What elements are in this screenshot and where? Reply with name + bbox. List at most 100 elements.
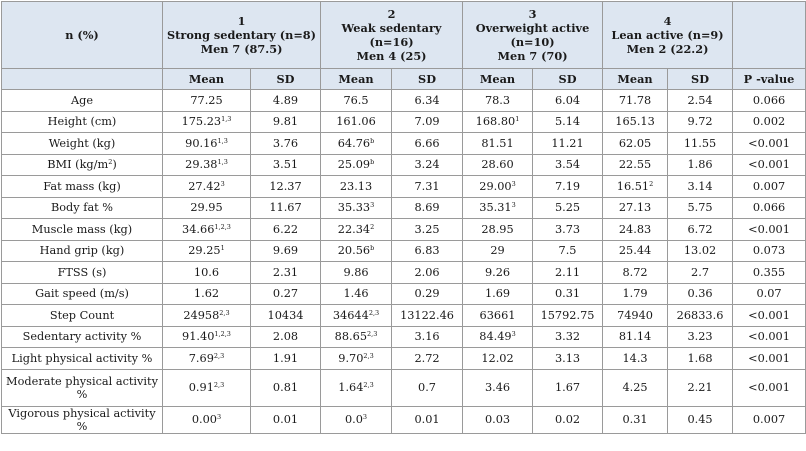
mean-cell: 1.46 <box>320 282 393 305</box>
p-value-cell: <0.001 <box>732 132 806 155</box>
sd-cell: 0.7 <box>391 368 464 407</box>
mean-cell: 29.251 <box>162 239 251 262</box>
mean-cell: 23.13 <box>320 175 393 198</box>
row-label: Fat mass (kg) <box>1 175 163 198</box>
p-value-cell: <0.001 <box>732 368 806 407</box>
sd-cell: 11.67 <box>249 196 322 219</box>
sd-cell: 9.69 <box>249 239 322 262</box>
sd-cell: 11.55 <box>667 132 734 155</box>
sd-cell: 3.24 <box>391 153 464 176</box>
sd-cell: 8.69 <box>391 196 464 219</box>
p-value-cell: 0.066 <box>732 89 806 112</box>
sd-cell: 3.14 <box>667 175 734 198</box>
sd-cell: 2.21 <box>667 368 734 407</box>
sd-cell: 2.7 <box>667 261 734 284</box>
p-value-cell: <0.001 <box>732 325 806 348</box>
mean-cell: 7.692,3 <box>162 347 251 370</box>
mean-cell: 3.46 <box>462 368 534 407</box>
mean-cell: 35.313 <box>462 196 534 219</box>
table-row: Body fat % 29.95 11.67 35.333 8.69 35.313 5.25… <box>1 196 806 219</box>
mean-cell: 0.912,3 <box>162 368 251 407</box>
mean-cell: 63661 <box>462 304 534 327</box>
sd-cell: 3.16 <box>391 325 464 348</box>
row-label: Moderate physical activity % <box>1 368 163 407</box>
p-value-cell: <0.001 <box>732 347 806 370</box>
mean-cell: 1.642,3 <box>320 368 393 407</box>
sd-cell: 0.01 <box>249 405 322 434</box>
table-row: Height (cm) 175.231,3 9.81 161.06 7.09 168.80… <box>1 110 806 133</box>
p-value-blank-header <box>732 1 806 69</box>
sd-cell: 13122.46 <box>391 304 464 327</box>
row-label: Vigorous physical activity % <box>1 405 163 434</box>
mean-cell: 1.62 <box>162 282 251 305</box>
mean-cell: 29.381,3 <box>162 153 251 176</box>
sd-cell: 10434 <box>249 304 322 327</box>
mean-cell: 12.02 <box>462 347 534 370</box>
table-row: Light physical activity % 7.692,3 1.91 9.70… <box>1 347 806 370</box>
table-row: Age 77.25 4.89 76.5 6.34 78.3 6.04 71.78 2.54 0.0… <box>1 89 806 112</box>
mean-cell: 1.79 <box>602 282 669 305</box>
mean-cell: 91.401,2,3 <box>162 325 251 348</box>
sd-cell: 7.09 <box>391 110 464 133</box>
group-header-row: n (%) 1 Strong sedentary (n=8) Men 7 (87… <box>1 1 806 69</box>
row-label: Body fat % <box>1 196 163 219</box>
row-label: Muscle mass (kg) <box>1 218 163 241</box>
sd-header: SD <box>391 68 464 90</box>
sd-cell: 6.72 <box>667 218 734 241</box>
mean-cell: 175.231,3 <box>162 110 251 133</box>
table-row: FTSS (s) 10.6 2.31 9.86 2.06 9.26 2.11 8.72 2.7 0… <box>1 261 806 284</box>
p-value-cell: <0.001 <box>732 153 806 176</box>
mean-cell: 0.31 <box>602 405 669 434</box>
sd-cell: 1.68 <box>667 347 734 370</box>
p-value-cell: <0.001 <box>732 304 806 327</box>
sd-cell: 4.89 <box>249 89 322 112</box>
group-3-header: 3 Overweight active (n=10) Men 7 (70) <box>462 1 604 69</box>
sd-cell: 6.66 <box>391 132 464 155</box>
sd-cell: 0.27 <box>249 282 322 305</box>
sd-cell: 1.67 <box>532 368 604 407</box>
p-value-cell: 0.007 <box>732 175 806 198</box>
p-value-cell: 0.007 <box>732 405 806 434</box>
sd-cell: 6.22 <box>249 218 322 241</box>
p-value-cell: 0.355 <box>732 261 806 284</box>
sd-cell: 9.72 <box>667 110 734 133</box>
table-row: Muscle mass (kg) 34.661,2,3 6.22 22.342 3.25… <box>1 218 806 241</box>
mean-cell: 8.72 <box>602 261 669 284</box>
sd-cell: 2.54 <box>667 89 734 112</box>
row-label: Sedentary activity % <box>1 325 163 348</box>
sd-cell: 9.81 <box>249 110 322 133</box>
mean-cell: 20.56b <box>320 239 393 262</box>
row-label: Hand grip (kg) <box>1 239 163 262</box>
sd-header: SD <box>532 68 604 90</box>
group-1-header: 1 Strong sedentary (n=8) Men 7 (87.5) <box>161 1 322 69</box>
mean-cell: 27.423 <box>162 175 251 198</box>
mean-header: Mean <box>320 68 393 90</box>
mean-cell: 29.003 <box>462 175 534 198</box>
sd-cell: 5.75 <box>667 196 734 219</box>
mean-header: Mean <box>162 68 251 90</box>
sd-cell: 3.51 <box>249 153 322 176</box>
mean-cell: 10.6 <box>162 261 251 284</box>
mean-cell: 29.95 <box>162 196 251 219</box>
sd-cell: 0.81 <box>249 368 322 407</box>
table-row: Moderate physical activity % 0.912,3 0.81 1… <box>1 368 806 407</box>
mean-cell: 4.25 <box>602 368 669 407</box>
n-percent-header: n (%) <box>1 1 163 69</box>
mean-cell: 249582,3 <box>162 304 251 327</box>
mean-cell: 346442,3 <box>320 304 393 327</box>
mean-cell: 24.83 <box>602 218 669 241</box>
sd-cell: 2.31 <box>249 261 322 284</box>
sd-cell: 6.34 <box>391 89 464 112</box>
p-value-cell: 0.07 <box>732 282 806 305</box>
row-label: Step Count <box>1 304 163 327</box>
sd-cell: 7.19 <box>532 175 604 198</box>
mean-cell: 62.05 <box>602 132 669 155</box>
mean-cell: 90.161,3 <box>162 132 251 155</box>
row-label: BMI (kg/m2) <box>1 153 163 176</box>
sd-cell: 6.83 <box>391 239 464 262</box>
mean-cell: 161.06 <box>320 110 393 133</box>
mean-cell: 28.60 <box>462 153 534 176</box>
table-body: Age 77.25 4.89 76.5 6.34 78.3 6.04 71.78 2.54 0.0… <box>1 89 806 434</box>
row-label: FTSS (s) <box>1 261 163 284</box>
mean-cell: 0.03 <box>320 405 393 434</box>
